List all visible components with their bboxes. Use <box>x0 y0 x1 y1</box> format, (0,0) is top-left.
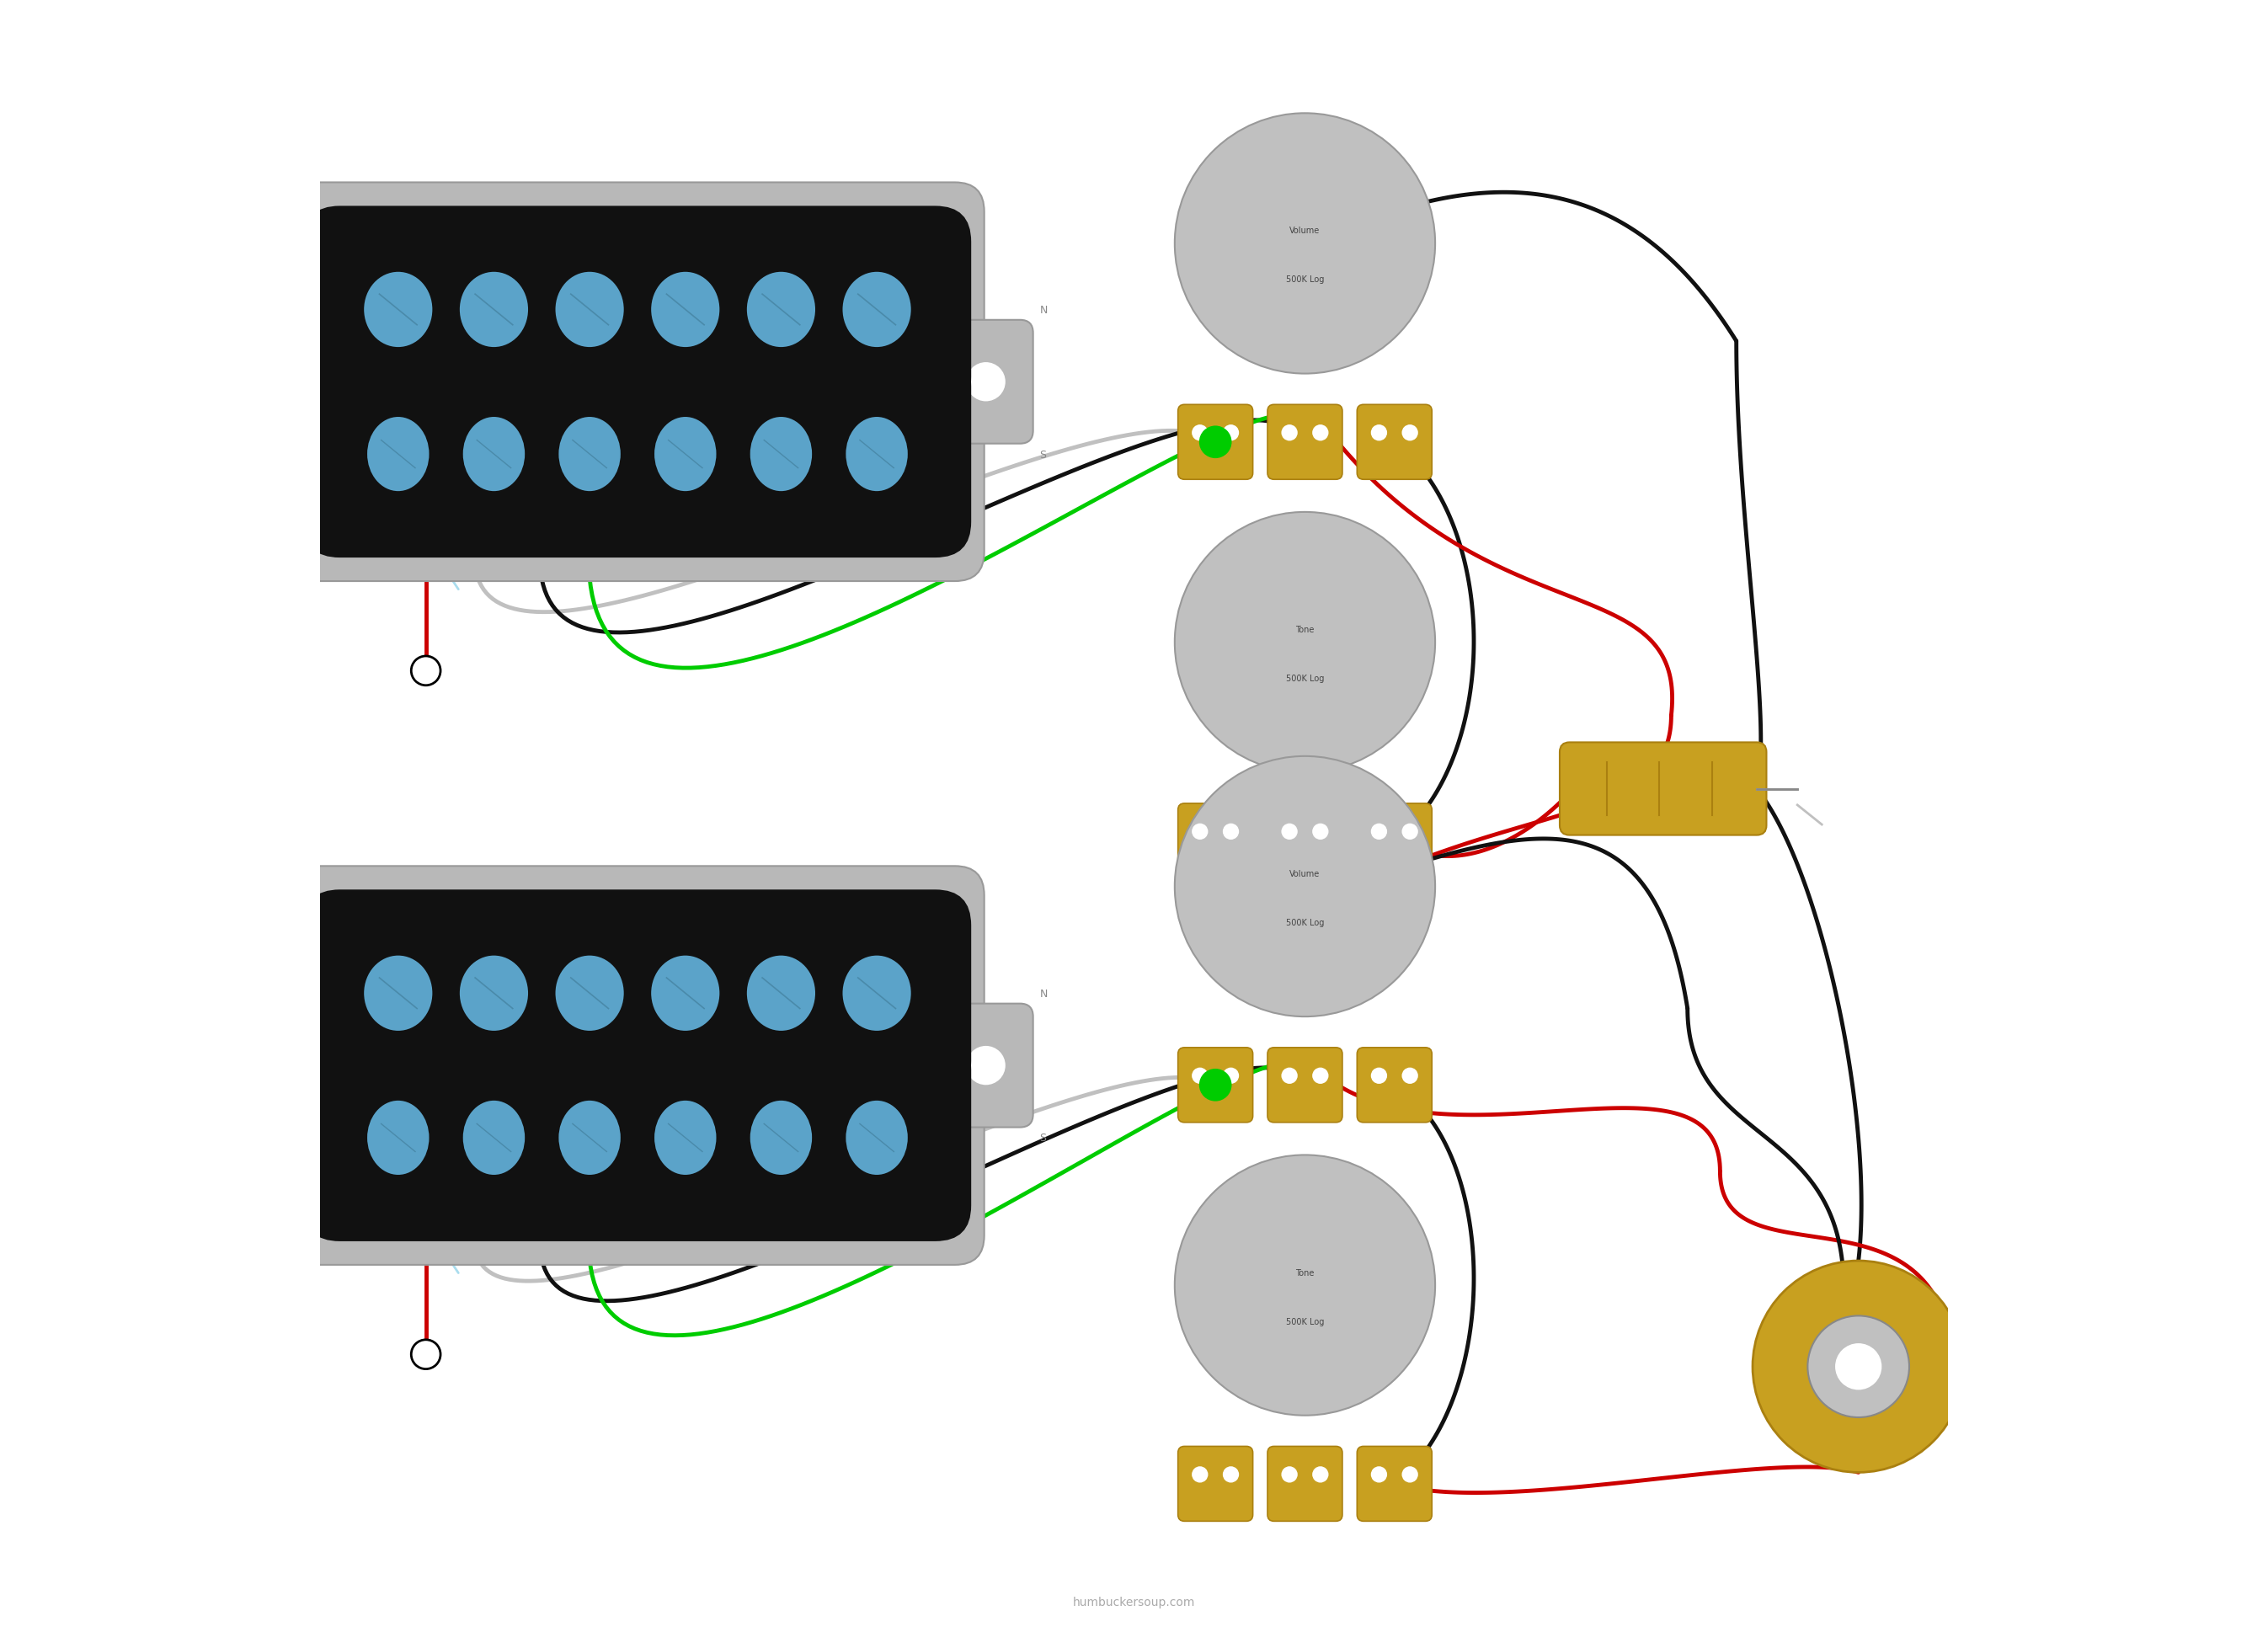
Circle shape <box>1313 1466 1329 1482</box>
Text: 500K Log: 500K Log <box>1286 275 1325 285</box>
Text: Tone: Tone <box>1295 625 1315 635</box>
Circle shape <box>966 363 1005 402</box>
Text: Volume: Volume <box>1290 869 1320 879</box>
FancyBboxPatch shape <box>1268 1048 1343 1123</box>
Ellipse shape <box>363 272 433 348</box>
Circle shape <box>1753 1261 1964 1472</box>
Ellipse shape <box>751 1101 812 1175</box>
Circle shape <box>1313 425 1329 441</box>
Ellipse shape <box>367 418 429 491</box>
Circle shape <box>1175 1155 1436 1415</box>
Circle shape <box>270 1046 308 1085</box>
Circle shape <box>1808 1316 1910 1417</box>
Text: N: N <box>1039 988 1048 999</box>
Ellipse shape <box>651 957 719 1032</box>
FancyBboxPatch shape <box>1560 742 1767 836</box>
FancyBboxPatch shape <box>1356 1048 1431 1123</box>
Circle shape <box>411 1341 440 1370</box>
Circle shape <box>1835 1344 1882 1389</box>
FancyBboxPatch shape <box>1268 804 1343 879</box>
Ellipse shape <box>746 957 814 1032</box>
FancyBboxPatch shape <box>304 351 971 558</box>
FancyBboxPatch shape <box>1177 405 1252 480</box>
Circle shape <box>1222 1067 1238 1084</box>
Text: N: N <box>1039 304 1048 316</box>
Ellipse shape <box>844 272 912 348</box>
FancyBboxPatch shape <box>1177 1446 1252 1521</box>
Circle shape <box>1191 1466 1209 1482</box>
Ellipse shape <box>363 957 433 1032</box>
Circle shape <box>1200 1069 1232 1101</box>
Circle shape <box>270 363 308 402</box>
FancyBboxPatch shape <box>1177 1048 1252 1123</box>
Circle shape <box>1281 425 1297 441</box>
Circle shape <box>1191 425 1209 441</box>
Circle shape <box>1402 1067 1418 1084</box>
Ellipse shape <box>460 957 528 1032</box>
Ellipse shape <box>655 418 717 491</box>
Circle shape <box>1402 823 1418 840</box>
Text: 500K Log: 500K Log <box>1286 674 1325 683</box>
Circle shape <box>1313 1067 1329 1084</box>
Circle shape <box>1175 513 1436 773</box>
Circle shape <box>1370 823 1388 840</box>
Ellipse shape <box>651 272 719 348</box>
Ellipse shape <box>751 418 812 491</box>
FancyBboxPatch shape <box>1268 1446 1343 1521</box>
Circle shape <box>1402 1466 1418 1482</box>
Text: 500K Log: 500K Log <box>1286 918 1325 927</box>
Ellipse shape <box>558 1101 621 1175</box>
Circle shape <box>1281 1067 1297 1084</box>
Circle shape <box>1402 425 1418 441</box>
Circle shape <box>1370 1067 1388 1084</box>
Circle shape <box>1370 1466 1388 1482</box>
Circle shape <box>411 656 440 687</box>
Text: humbuckersoup.com: humbuckersoup.com <box>1073 1596 1195 1607</box>
Ellipse shape <box>463 1101 524 1175</box>
Ellipse shape <box>558 418 621 491</box>
FancyBboxPatch shape <box>304 1035 971 1241</box>
Circle shape <box>966 1046 1005 1085</box>
FancyBboxPatch shape <box>1356 405 1431 480</box>
FancyBboxPatch shape <box>939 1004 1032 1128</box>
FancyBboxPatch shape <box>304 207 971 413</box>
FancyBboxPatch shape <box>304 890 971 1097</box>
Circle shape <box>1200 426 1232 459</box>
Circle shape <box>1313 823 1329 840</box>
Text: Volume: Volume <box>1290 226 1320 236</box>
Ellipse shape <box>460 272 528 348</box>
FancyBboxPatch shape <box>1177 804 1252 879</box>
Circle shape <box>1222 425 1238 441</box>
Ellipse shape <box>655 1101 717 1175</box>
Ellipse shape <box>844 957 912 1032</box>
FancyBboxPatch shape <box>290 184 984 581</box>
FancyBboxPatch shape <box>939 321 1032 444</box>
Ellipse shape <box>556 272 624 348</box>
Circle shape <box>1222 1466 1238 1482</box>
Ellipse shape <box>746 272 814 348</box>
Text: Tone: Tone <box>1295 1267 1315 1277</box>
Ellipse shape <box>846 1101 907 1175</box>
FancyBboxPatch shape <box>290 866 984 1266</box>
Ellipse shape <box>556 957 624 1032</box>
FancyBboxPatch shape <box>1268 405 1343 480</box>
FancyBboxPatch shape <box>1356 1446 1431 1521</box>
Circle shape <box>1281 823 1297 840</box>
FancyBboxPatch shape <box>243 321 336 444</box>
Text: 500K Log: 500K Log <box>1286 1316 1325 1326</box>
FancyBboxPatch shape <box>1356 804 1431 879</box>
Ellipse shape <box>463 418 524 491</box>
Text: S: S <box>1039 1132 1046 1144</box>
FancyBboxPatch shape <box>243 1004 336 1128</box>
Circle shape <box>1191 1067 1209 1084</box>
Circle shape <box>1222 823 1238 840</box>
Circle shape <box>1175 757 1436 1017</box>
Ellipse shape <box>367 1101 429 1175</box>
Circle shape <box>1175 114 1436 374</box>
Circle shape <box>1281 1466 1297 1482</box>
Text: S: S <box>1039 449 1046 460</box>
Ellipse shape <box>846 418 907 491</box>
Circle shape <box>1370 425 1388 441</box>
Circle shape <box>1191 823 1209 840</box>
